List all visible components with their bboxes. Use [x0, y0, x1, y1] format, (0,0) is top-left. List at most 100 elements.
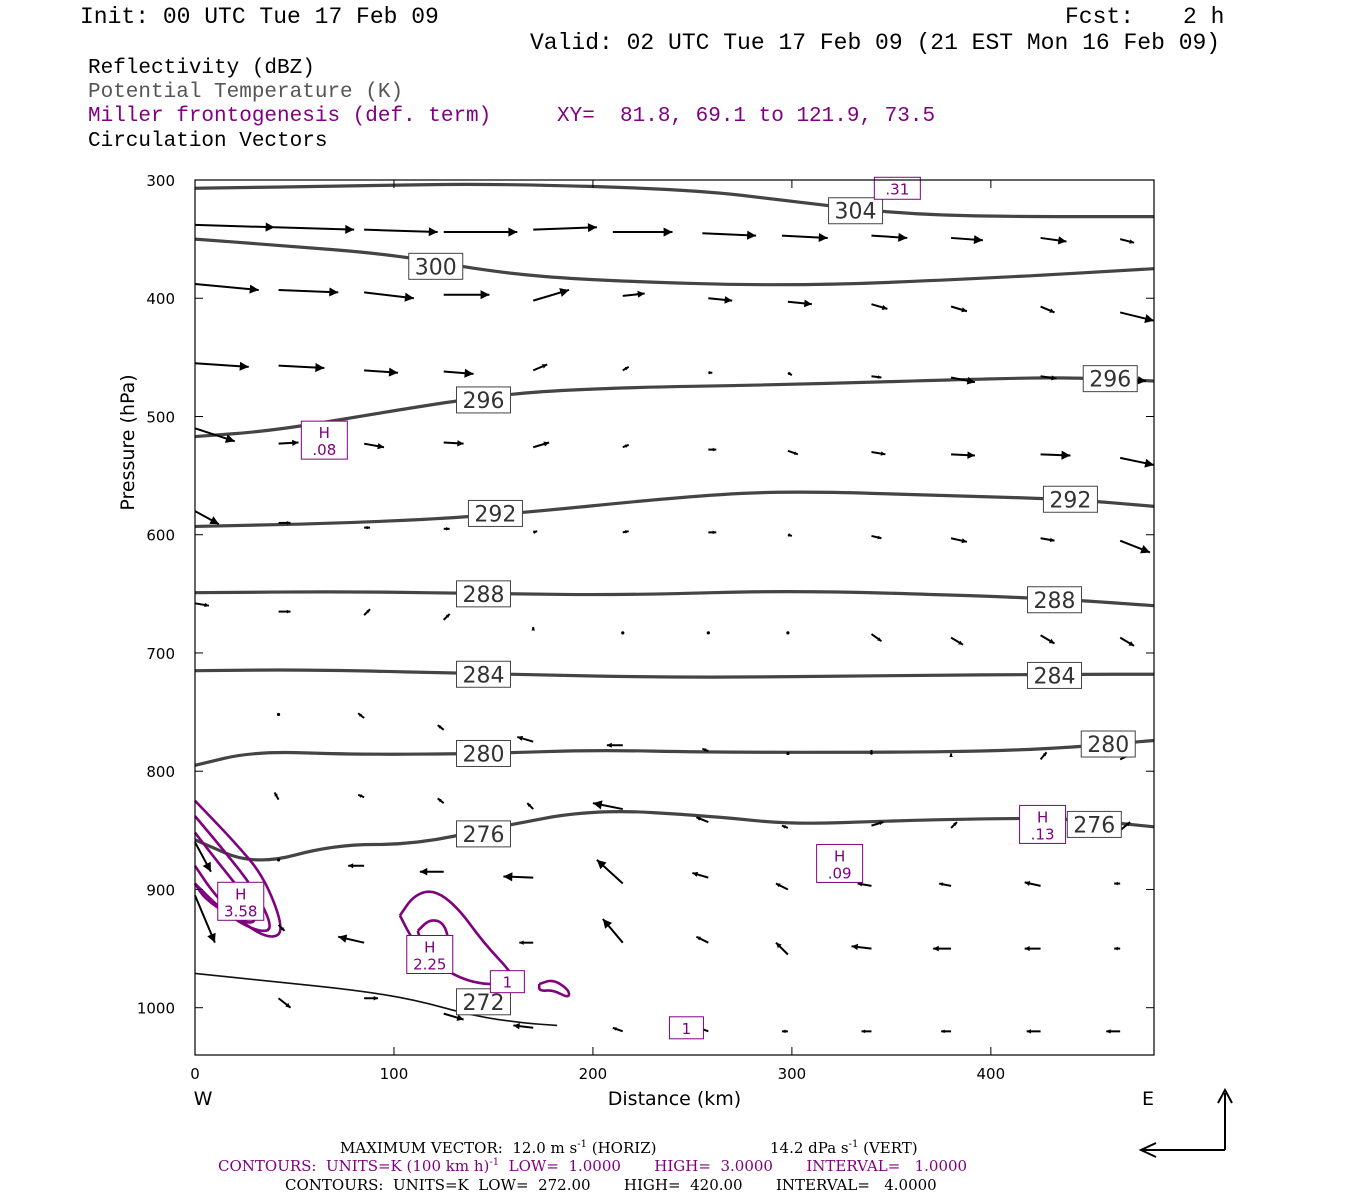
- circulation-vector: [1114, 881, 1121, 886]
- circulation-vector: [781, 1029, 788, 1034]
- circulation-vector: [532, 288, 570, 302]
- circulation-vector: [702, 230, 757, 240]
- circulation-vector: [950, 537, 968, 544]
- circulation-vector: [787, 449, 799, 456]
- theta-label: 280: [462, 742, 504, 767]
- circulation-vector: [1024, 946, 1041, 952]
- circulation-vector: [364, 367, 399, 377]
- frontogenesis-contour-1: [537, 979, 571, 998]
- circulation-vector: [612, 1026, 624, 1033]
- theta-label: 292: [1049, 488, 1091, 513]
- circulation-vector: [869, 749, 874, 755]
- circulation-vector: [531, 626, 536, 631]
- circulation-vector: [357, 793, 365, 799]
- frontogenesis-contour-info: CONTOURS: UNITS=K (100 km h)-1 LOW= 1.00…: [218, 1157, 968, 1175]
- theta-contour-272: [194, 972, 558, 1027]
- theta-label: 300: [415, 255, 457, 280]
- frontogenesis-label-box: [816, 843, 864, 883]
- frontogenesis-label-box: [217, 881, 265, 921]
- circulation-vector: [950, 821, 958, 829]
- circulation-vector: [194, 894, 216, 944]
- circulation-vector: [194, 510, 220, 525]
- circulation-vector: [519, 940, 534, 945]
- theta-label-box: [455, 739, 511, 767]
- plot-frame: [194, 179, 1155, 1056]
- circulation-vector: [1119, 311, 1155, 324]
- circulation-vector: [443, 368, 474, 378]
- circulation-vector: [278, 609, 291, 614]
- circulation-vector: [950, 636, 964, 646]
- circulation-vector: [1106, 1029, 1121, 1034]
- circulation-vector: [781, 232, 828, 243]
- circulation-vector: [274, 224, 355, 234]
- valid-time: Valid: 02 UTC Tue 17 Feb 09 (21 EST Mon …: [530, 30, 1221, 56]
- theta-label: 292: [474, 502, 516, 527]
- frontogenesis-value: .31: [885, 180, 909, 198]
- y-tick-label: 900: [146, 881, 175, 899]
- cross-section-endpoints: XY= 81.8, 69.1 to 121.9, 73.5: [557, 105, 936, 128]
- circulation-vector: [364, 227, 438, 237]
- circulation-vector: [696, 816, 709, 823]
- circulation-vector: [1119, 238, 1135, 244]
- x-tick-label: 0: [190, 1065, 200, 1083]
- axes: 300 400 500 600 700 800 900 1000 0 100 200 300 400 Di…: [117, 172, 1154, 1110]
- frontogenesis-value: 1: [682, 1020, 692, 1038]
- circulation-vector: [786, 751, 790, 756]
- circulation-vector: [437, 797, 445, 804]
- circulation-vector: [276, 712, 281, 717]
- theta-label-box: [1066, 810, 1122, 838]
- y-axis-label: Pressure (hPa): [117, 374, 139, 510]
- circulation-vector: [787, 371, 793, 376]
- circulation-vector: [1040, 236, 1067, 245]
- circulation-vector: [517, 735, 534, 743]
- theta-contour-292: [194, 490, 1155, 529]
- theta-label: 296: [1089, 368, 1131, 393]
- theta-label-box: [828, 197, 884, 225]
- circulation-vector: [443, 1012, 464, 1021]
- circulation-vector: [787, 299, 812, 308]
- y-tick-label: 500: [146, 408, 175, 426]
- forecast-hours: 2 h: [1183, 4, 1225, 30]
- theta-label-box: [1080, 730, 1136, 758]
- circulation-vector: [443, 290, 490, 300]
- circulation-vector: [338, 934, 365, 944]
- circulation-vector: [871, 375, 882, 379]
- contour-labels: 272 276 276 280 280 284 284 288 288 292 292 296 296 3…: [217, 176, 1138, 1040]
- x-tick-label: 400: [977, 1065, 1006, 1083]
- circulation-vector: [612, 227, 673, 237]
- circulation-vector: [363, 608, 371, 616]
- y-tick-label: 600: [146, 527, 175, 545]
- theta-contour-info: CONTOURS: UNITS=K LOW= 272.00 HIGH= 420.…: [285, 1176, 937, 1194]
- legend-reflectivity: Reflectivity (dBZ): [88, 57, 315, 80]
- circulation-vector: [1119, 821, 1131, 832]
- circulation-vector: [443, 227, 518, 237]
- circulation-vector: [871, 232, 908, 242]
- y-tick-label: 800: [146, 763, 175, 781]
- circulation-vector: [277, 924, 286, 932]
- frontogenesis-value: .08: [312, 441, 336, 459]
- theta-label: 288: [1034, 589, 1076, 614]
- circulation-vector: [194, 283, 259, 294]
- theta-contour-288: [194, 590, 1155, 608]
- frontogenesis-contour-2: [194, 815, 271, 933]
- circulation-vector: [622, 290, 645, 298]
- circulation-vector: [194, 602, 210, 608]
- circulation-vector: [871, 821, 884, 827]
- circulation-vector: [871, 534, 882, 540]
- theta-label-box: [1082, 365, 1138, 393]
- circulation-vector: [787, 533, 793, 537]
- legend-potential-temperature: Potential Temperature (K): [88, 81, 404, 104]
- circulation-vector: [708, 370, 713, 375]
- theta-label-box: [455, 386, 511, 414]
- frontogenesis-high-marker: H: [319, 424, 330, 442]
- circulation-vector: [1119, 636, 1135, 647]
- legend-frontogenesis: Miller frontogenesis (def. term): [88, 105, 492, 128]
- circulation-vector: [1040, 375, 1057, 381]
- circulation-vector: [708, 447, 717, 452]
- circulation-vector: [1024, 880, 1041, 887]
- circulation-vector: [363, 442, 385, 450]
- theta-label-box: [467, 499, 523, 527]
- theta-label-box: [455, 820, 511, 848]
- frontogenesis-label-box: [300, 420, 348, 460]
- circulation-vector: [1119, 539, 1151, 554]
